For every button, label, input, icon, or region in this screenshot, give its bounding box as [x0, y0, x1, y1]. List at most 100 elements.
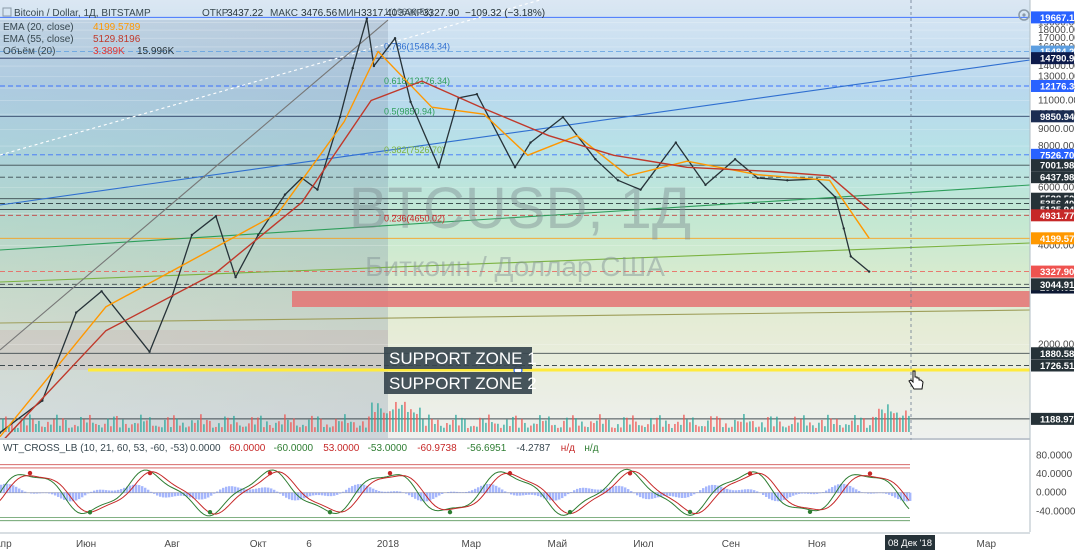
oscillator-hist-bar — [192, 492, 195, 499]
volume-bar — [44, 427, 46, 432]
volume-bar — [161, 427, 163, 432]
volume-bar — [887, 404, 889, 432]
series-point — [849, 255, 853, 258]
oscillator-hist-bar — [132, 484, 135, 493]
oscillator-hist-bar — [633, 492, 636, 494]
volume-bar — [782, 426, 784, 432]
volume-bar — [899, 417, 901, 432]
volume-bar — [98, 425, 100, 432]
oscillator-hist-bar — [789, 492, 792, 498]
header-legend: Bitcoin / Dollar, 1Д, BITSTAMP ОТКР 3437… — [2, 7, 545, 19]
oscillator-hist-bar — [564, 492, 567, 497]
oscillator-hist-bar — [357, 484, 360, 493]
volume-bar — [464, 419, 466, 432]
price-tag — [1031, 232, 1074, 245]
time-tick-label: 6 — [306, 539, 312, 550]
oscillator-hist-bar — [126, 486, 129, 493]
settings-gear-icon[interactable] — [1018, 9, 1030, 21]
oscillator-hist-bar — [369, 487, 372, 493]
volume-bar — [449, 424, 451, 432]
fib-label: 0.5(9850.94) — [384, 106, 435, 116]
oscillator-hist-bar — [852, 487, 855, 493]
volume-bar — [167, 417, 169, 432]
watermark-name: Биткоин / Доллар США — [365, 251, 665, 282]
oscillator-hist-bar — [210, 492, 213, 496]
oscillator-hist-bar — [756, 491, 759, 493]
volume-bar — [626, 417, 628, 432]
volume-bar — [716, 416, 718, 432]
volume-bar — [47, 421, 49, 432]
volume-bar — [170, 427, 172, 432]
volume-bar — [491, 422, 493, 432]
volume-bar — [131, 424, 133, 432]
volume-bar — [200, 414, 202, 432]
oscillator-hist-bar — [18, 488, 21, 493]
trend-line[interactable] — [0, 19, 389, 351]
oscillator-hist-bar — [51, 492, 54, 495]
legend-label[interactable]: Объём (20) — [3, 45, 55, 57]
symbol-icon[interactable] — [2, 7, 12, 17]
oscillator-hist-bar — [615, 485, 618, 493]
oscillator-hist-bar — [168, 492, 171, 498]
oscillator-legend-value: н/д — [561, 443, 575, 454]
oscillator-hist-bar — [264, 487, 267, 493]
volume-bar — [839, 425, 841, 432]
volume-bar — [524, 422, 526, 432]
oscillator-hist-bar — [846, 484, 849, 493]
oscillator-hist-bar — [858, 490, 861, 493]
oscillator-hist-bar — [318, 492, 321, 496]
oscillator-hist-bar — [801, 492, 804, 494]
fib-labels: 1(19699.56) 0.786(15484.34) 0.618(12176.34… — [384, 7, 450, 224]
oscillator-hist-bar — [120, 488, 123, 493]
oscillator-cross-dot — [507, 471, 513, 476]
price-tag-label: 3044.91 — [1040, 280, 1075, 291]
oscillator-hist-bar — [513, 492, 516, 496]
oscillator-hist-bar — [378, 490, 381, 493]
support-zone-2-label: SUPPORT ZONE 2 — [389, 374, 537, 393]
symbol-title[interactable]: Bitcoin / Dollar, 1Д, BITSTAMP — [14, 8, 151, 19]
volume-bar — [203, 424, 205, 432]
volume-bar — [539, 415, 541, 432]
oscillator-hist-bar — [234, 486, 237, 493]
oscillator-hist-bar — [186, 492, 189, 497]
trend-line[interactable] — [0, 0, 541, 156]
legend-label[interactable]: EMA (55, close) — [3, 34, 74, 45]
price-tag — [1031, 159, 1074, 172]
volume-bar — [815, 427, 817, 432]
oscillator-cross-dot — [627, 471, 633, 476]
oscillator-hist-bar — [885, 492, 888, 494]
volume-bar — [632, 415, 634, 432]
oscillator-legend-label[interactable]: WT_CROSS_LB (10, 21, 60, 53, -60, -53) — [3, 443, 188, 454]
trend-line[interactable] — [0, 59, 1030, 206]
oscillator-hist-bar — [12, 485, 15, 493]
oscillator-axis-ticks: 80.0000 40.0000 0.0000 -40.0000 — [1036, 450, 1075, 517]
volume-bar — [485, 422, 487, 432]
volume-bar — [269, 425, 271, 432]
oscillator-hist-bar — [150, 491, 153, 493]
series-point — [561, 115, 565, 119]
oscillator-hist-bar — [735, 490, 738, 493]
volume-bar — [809, 422, 811, 432]
volume-bar — [299, 427, 301, 432]
oscillator-hist-bar — [834, 485, 837, 493]
oscillator-hist-bar — [201, 492, 204, 500]
trend-line[interactable] — [0, 242, 1030, 283]
oscillator-hist-bar — [744, 489, 747, 493]
volume-bar — [590, 421, 592, 432]
oscillator-tick-label: 0.0000 — [1036, 488, 1067, 499]
oscillator-hist-bar — [93, 490, 96, 493]
oscillator-hist-bar — [351, 486, 354, 493]
trend-line[interactable] — [0, 309, 1030, 324]
oscillator-pane-bg — [0, 440, 1030, 532]
legend-label[interactable]: EMA (20, close) — [3, 22, 74, 33]
volume-bar — [263, 427, 265, 432]
volume-bar — [425, 425, 427, 432]
oscillator-hist-bar — [546, 492, 549, 500]
oscillator-hist-bar — [501, 489, 504, 493]
trend-line[interactable] — [0, 184, 1030, 251]
volume-bar — [683, 414, 685, 432]
oscillator-hist-bar — [15, 486, 18, 493]
oscillator-hist-bar — [33, 492, 36, 494]
oscillator-hist-bar — [231, 486, 234, 493]
oscillator-hist-bar — [762, 492, 765, 495]
